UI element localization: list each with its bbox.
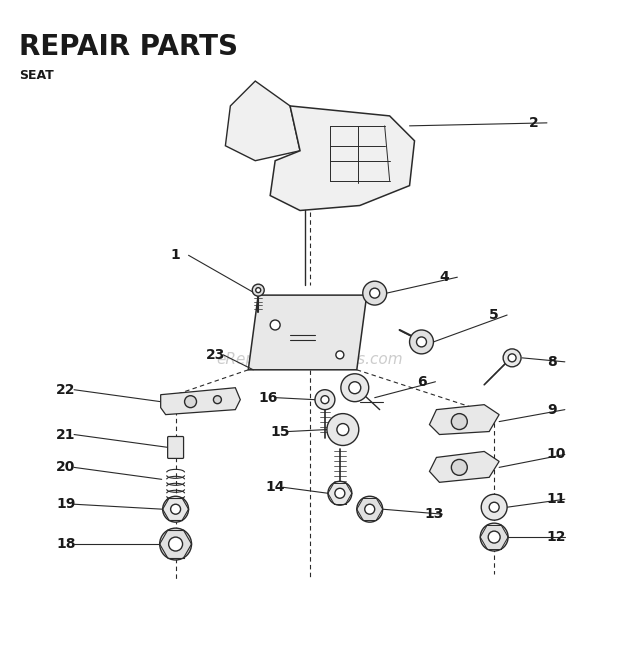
Circle shape <box>336 351 344 359</box>
Text: 15: 15 <box>270 424 290 439</box>
Polygon shape <box>430 452 499 482</box>
Text: REPAIR PARTS: REPAIR PARTS <box>19 33 238 62</box>
Circle shape <box>328 481 352 505</box>
Circle shape <box>481 494 507 520</box>
Circle shape <box>451 413 467 430</box>
Text: 11: 11 <box>547 492 567 506</box>
Circle shape <box>363 281 387 305</box>
Circle shape <box>365 504 374 514</box>
Text: 12: 12 <box>547 530 567 544</box>
Circle shape <box>327 413 359 445</box>
Polygon shape <box>161 388 241 415</box>
Text: eReplacementParts.com: eReplacementParts.com <box>216 353 404 367</box>
Circle shape <box>451 459 467 476</box>
Circle shape <box>335 489 345 498</box>
Circle shape <box>410 330 433 354</box>
Text: 23: 23 <box>205 348 225 362</box>
Text: 2: 2 <box>529 116 539 130</box>
Circle shape <box>185 396 197 408</box>
Text: SEAT: SEAT <box>19 69 54 82</box>
Text: 22: 22 <box>56 383 76 397</box>
Polygon shape <box>430 404 499 435</box>
Circle shape <box>508 354 516 362</box>
Circle shape <box>252 284 264 296</box>
Circle shape <box>160 528 192 560</box>
Text: 10: 10 <box>547 447 566 461</box>
Text: 16: 16 <box>259 391 278 405</box>
Circle shape <box>341 374 369 402</box>
Circle shape <box>170 504 180 514</box>
Circle shape <box>255 288 261 293</box>
Circle shape <box>270 320 280 330</box>
Circle shape <box>213 396 221 404</box>
Circle shape <box>417 337 427 347</box>
Text: 20: 20 <box>56 460 76 474</box>
Circle shape <box>503 349 521 367</box>
Circle shape <box>488 531 500 543</box>
Circle shape <box>489 502 499 512</box>
Text: 19: 19 <box>56 497 76 511</box>
Text: 14: 14 <box>265 480 285 494</box>
Text: 6: 6 <box>417 375 427 389</box>
Text: 8: 8 <box>547 355 557 369</box>
Text: 9: 9 <box>547 402 557 417</box>
Text: 18: 18 <box>56 537 76 551</box>
Circle shape <box>315 389 335 410</box>
Polygon shape <box>270 106 415 211</box>
Circle shape <box>480 523 508 551</box>
Text: 1: 1 <box>170 248 180 262</box>
Circle shape <box>349 382 361 394</box>
Text: 21: 21 <box>56 428 76 441</box>
Polygon shape <box>226 81 300 161</box>
Text: 5: 5 <box>489 308 499 322</box>
Circle shape <box>370 288 379 298</box>
FancyBboxPatch shape <box>167 437 184 458</box>
Circle shape <box>162 496 188 522</box>
Circle shape <box>169 537 182 551</box>
Circle shape <box>321 396 329 404</box>
Text: 4: 4 <box>440 270 449 284</box>
Text: 13: 13 <box>425 507 444 521</box>
Circle shape <box>337 424 349 435</box>
Polygon shape <box>248 295 367 370</box>
Circle shape <box>356 496 383 522</box>
